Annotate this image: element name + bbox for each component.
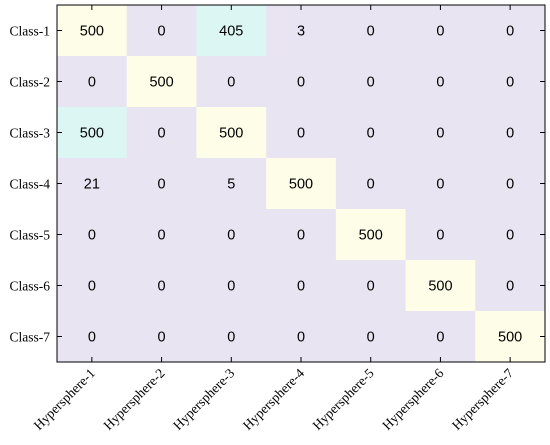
heatmap-cell-r1-c3 — [196, 5, 267, 56]
cell-value-r3-c3: 500 — [219, 126, 243, 142]
cell-value-r4-c6: 0 — [436, 177, 444, 193]
col-label-6: Hypersphere-6 — [379, 365, 447, 433]
cell-value-r2-c1: 0 — [88, 75, 96, 91]
cell-value-r1-c3: 405 — [219, 24, 243, 40]
cell-value-r7-c4: 0 — [297, 330, 305, 346]
cell-value-r1-c7: 0 — [506, 24, 514, 40]
cell-value-r6-c2: 0 — [158, 279, 166, 295]
cell-value-r4-c4: 500 — [289, 177, 313, 193]
cell-value-r3-c4: 0 — [297, 126, 305, 142]
cell-value-r2-c7: 0 — [506, 75, 514, 91]
row-labels-layer: Class-1 Class-2 Class-3 Class-4 Class-5 Class… — [10, 24, 51, 345]
heatmap-cell-r1-c1 — [57, 5, 127, 56]
heatmap-cell-r7-c7 — [475, 311, 545, 362]
row-label-1: Class-1 — [10, 24, 51, 39]
cell-value-r4-c1: 21 — [84, 177, 100, 193]
heatmap-cell-r6-c6 — [405, 260, 476, 311]
row-label-6: Class-6 — [10, 279, 51, 294]
cell-value-r1-c2: 0 — [158, 24, 166, 40]
cell-value-r5-c6: 0 — [436, 228, 444, 244]
values-layer: 500 0 405 3 0 0 0 0 500 0 0 0 0 0 500 0 500 0 0 0 0 21 0 5 500 0 0… — [80, 24, 522, 346]
col-label-4: Hypersphere-4 — [240, 365, 308, 433]
heatmap-cell-r5-c5 — [335, 209, 406, 260]
cell-value-r6-c6: 500 — [428, 279, 452, 295]
cell-value-r3-c2: 0 — [158, 126, 166, 142]
cell-value-r6-c1: 0 — [88, 279, 96, 295]
col-label-2: Hypersphere-2 — [100, 366, 167, 433]
cell-value-r1-c1: 500 — [80, 24, 104, 40]
cell-value-r2-c4: 0 — [297, 75, 305, 91]
row-label-5: Class-5 — [10, 228, 51, 243]
cell-value-r3-c5: 0 — [367, 126, 375, 142]
cell-value-r2-c6: 0 — [436, 75, 444, 91]
col-label-1: Hypersphere-1 — [31, 366, 98, 433]
cell-value-r6-c3: 0 — [227, 279, 235, 295]
cell-value-r5-c2: 0 — [158, 228, 166, 244]
cells-layer — [57, 5, 545, 362]
row-label-2: Class-2 — [10, 75, 51, 90]
cell-value-r1-c5: 0 — [367, 24, 375, 40]
col-label-3: Hypersphere-3 — [170, 365, 238, 433]
cell-value-r1-c4: 3 — [297, 24, 305, 40]
cell-value-r2-c2: 500 — [149, 75, 173, 91]
heatmap-cell-r3-c3 — [196, 107, 267, 158]
cell-value-r7-c3: 0 — [227, 330, 235, 346]
cell-value-r6-c5: 0 — [367, 279, 375, 295]
cell-value-r5-c3: 0 — [227, 228, 235, 244]
cell-value-r2-c3: 0 — [227, 75, 235, 91]
cell-value-r7-c2: 0 — [158, 330, 166, 346]
col-label-7: Hypersphere-7 — [449, 365, 517, 433]
ticks-layer — [57, 5, 545, 362]
cell-value-r3-c6: 0 — [436, 126, 444, 142]
cell-value-r7-c5: 0 — [367, 330, 375, 346]
heatmap-cell-r2-c2 — [126, 56, 197, 107]
row-label-3: Class-3 — [10, 126, 51, 141]
cell-value-r3-c1: 500 — [80, 126, 104, 142]
col-label-5: Hypersphere-5 — [310, 365, 378, 433]
row-label-7: Class-7 — [10, 330, 51, 345]
cell-value-r5-c7: 0 — [506, 228, 514, 244]
cell-value-r1-c6: 0 — [436, 24, 444, 40]
cell-value-r4-c5: 0 — [367, 177, 375, 193]
cell-value-r4-c7: 0 — [506, 177, 514, 193]
cell-value-r6-c4: 0 — [297, 279, 305, 295]
row-label-4: Class-4 — [10, 177, 51, 192]
heatmap-cell-r3-c1 — [57, 107, 127, 158]
cell-value-r3-c7: 0 — [506, 126, 514, 142]
cell-value-r7-c6: 0 — [436, 330, 444, 346]
cell-value-r4-c2: 0 — [158, 177, 166, 193]
cell-value-r2-c5: 0 — [367, 75, 375, 91]
cell-value-r6-c7: 0 — [506, 279, 514, 295]
cell-value-r5-c5: 500 — [359, 228, 383, 244]
cell-value-r7-c7: 500 — [498, 330, 522, 346]
cell-value-r5-c1: 0 — [88, 228, 96, 244]
col-labels-layer: Hypersphere-1 Hypersphere-2 Hypersphere-3 H… — [31, 365, 517, 433]
cell-value-r4-c3: 5 — [227, 177, 235, 193]
cell-value-r5-c4: 0 — [297, 228, 305, 244]
heatmap-cell-r4-c4 — [266, 158, 336, 209]
cell-value-r7-c1: 0 — [88, 330, 96, 346]
